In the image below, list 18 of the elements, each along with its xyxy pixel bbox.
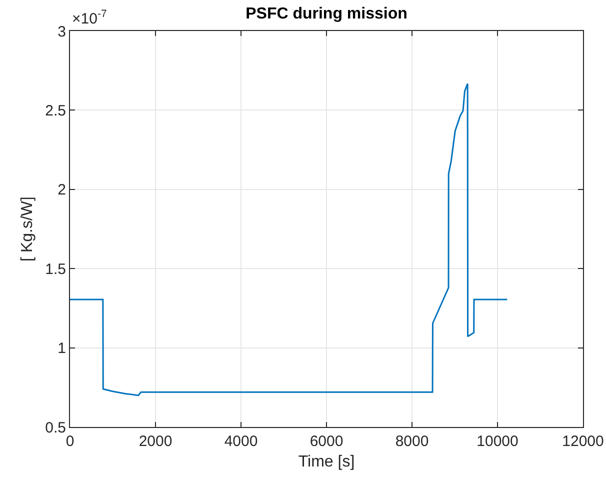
x-tick-label: 0	[66, 433, 74, 450]
y-tick-label: 2.5	[45, 102, 66, 120]
y-tick-label: 1	[58, 340, 66, 358]
x-tick-label: 10000	[476, 433, 518, 450]
y-tick-label: 3	[58, 23, 66, 40]
x-tick-label: 6000	[310, 433, 344, 450]
text: ×10$^{-7}$	[72, 8, 107, 28]
y-tick-label: 0.5	[45, 419, 66, 436]
line-series	[70, 83, 508, 396]
x-tick-label: 12000	[562, 433, 604, 450]
x-tick-label: 2000	[138, 433, 172, 450]
x-axis-title: Time [s]	[298, 454, 355, 471]
x-tick-label: 8000	[395, 433, 429, 450]
y-axis-title: [ Kg.s/W]	[19, 196, 36, 262]
y-tick-label: 2	[58, 182, 66, 199]
y-tick-label: 1.5	[45, 260, 66, 278]
chart-title: PSFC during mission	[246, 5, 408, 22]
x-tick-label: 4000	[224, 433, 258, 450]
